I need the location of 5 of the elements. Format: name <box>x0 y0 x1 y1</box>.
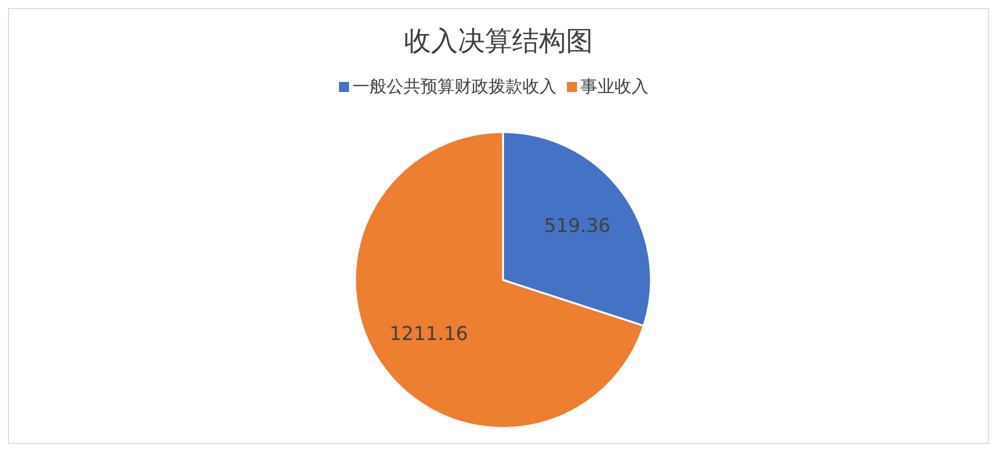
legend-label: 一般公共预算财政拨款收入 <box>352 77 556 97</box>
data-label: 519.36 <box>544 215 610 238</box>
data-label: 1211.16 <box>389 322 468 345</box>
chart-title: 收入决算结构图 <box>403 25 594 59</box>
legend-label: 事业收入 <box>580 77 648 97</box>
